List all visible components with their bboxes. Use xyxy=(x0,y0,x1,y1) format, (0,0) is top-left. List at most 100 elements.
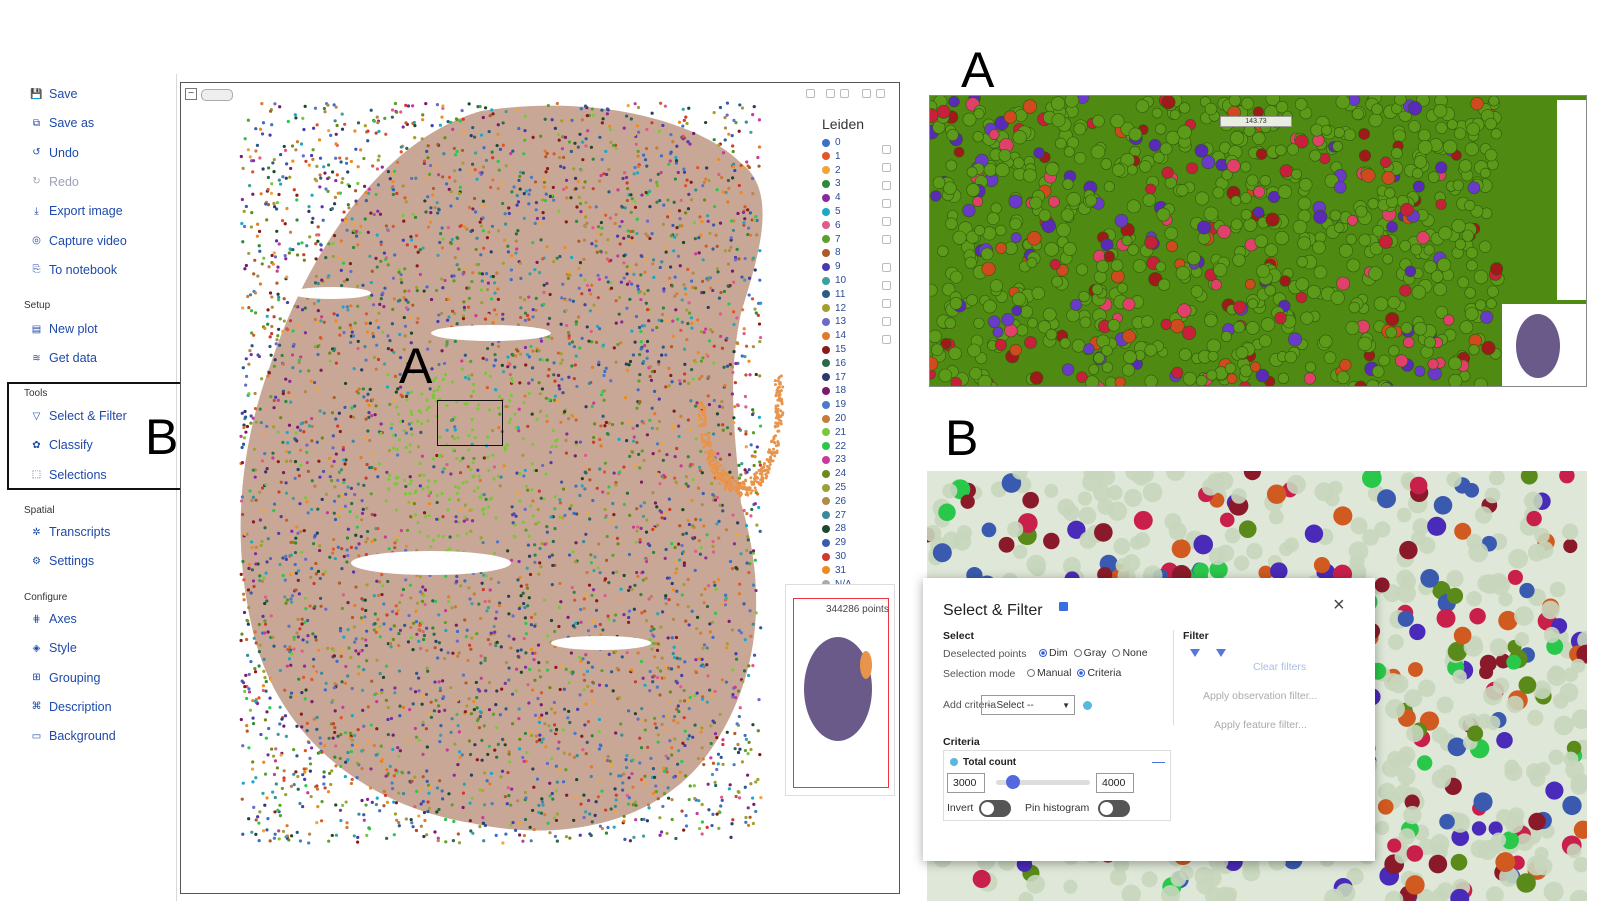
cell-point xyxy=(555,839,559,843)
cell-point xyxy=(663,665,668,669)
cell-point xyxy=(718,503,722,507)
cell-point xyxy=(391,786,395,791)
plot-slider-pill[interactable] xyxy=(201,89,233,101)
cell-point xyxy=(344,492,348,496)
legend-item[interactable]: 19 xyxy=(822,398,846,411)
cell-point xyxy=(487,680,492,685)
cell-point xyxy=(263,772,268,776)
cell-point xyxy=(548,398,552,402)
cell-point xyxy=(584,653,588,657)
cell-point xyxy=(622,573,626,578)
legend-item[interactable]: 8 xyxy=(822,246,841,259)
cell-point xyxy=(702,762,706,767)
legend-item[interactable]: 27 xyxy=(822,509,846,522)
cell-point xyxy=(525,352,529,357)
cell-point xyxy=(682,561,686,565)
legend-item[interactable]: 21 xyxy=(822,426,846,439)
legend-item[interactable]: 29 xyxy=(822,536,846,549)
legend-item[interactable]: 20 xyxy=(822,412,846,425)
cell-point xyxy=(687,623,691,627)
tissue-scatter-canvas[interactable] xyxy=(181,83,900,894)
cell-point xyxy=(470,442,474,446)
legend-item[interactable]: 12 xyxy=(822,302,846,315)
cell-point xyxy=(391,733,395,737)
cell-point xyxy=(441,797,445,801)
legend-item[interactable]: 14 xyxy=(822,329,846,342)
minimap-viewport[interactable] xyxy=(793,598,889,788)
plot-zoom-control[interactable]: − xyxy=(185,88,197,100)
cell-point xyxy=(373,612,377,616)
cell-point xyxy=(398,298,402,302)
legend-item[interactable]: 30 xyxy=(822,550,846,563)
cell-point xyxy=(750,454,754,458)
legend-item[interactable]: 0 xyxy=(822,136,841,149)
cell-point xyxy=(272,158,276,162)
legend-item[interactable]: 25 xyxy=(822,481,846,494)
cell-point xyxy=(327,839,331,843)
legend-item[interactable]: 13 xyxy=(822,315,846,328)
cell-point xyxy=(251,760,255,764)
cell-point xyxy=(723,383,727,388)
legend-item[interactable]: 4 xyxy=(822,191,841,204)
legend-item[interactable]: 3 xyxy=(822,177,841,190)
legend-item[interactable]: 11 xyxy=(822,288,845,301)
legend-item[interactable]: 10 xyxy=(822,274,846,287)
cell-point xyxy=(545,358,549,362)
cell-point xyxy=(574,320,578,324)
cell-point xyxy=(282,776,286,780)
cell-point xyxy=(735,490,739,494)
cell-point xyxy=(649,756,653,760)
cell-point xyxy=(516,349,520,353)
cell-point xyxy=(246,294,250,299)
cell-point xyxy=(257,664,261,668)
cell-point xyxy=(678,378,682,383)
legend-item[interactable]: 16 xyxy=(822,357,846,370)
cell-point xyxy=(647,319,651,323)
legend-item[interactable]: 18 xyxy=(822,384,846,397)
legend-item[interactable]: 7 xyxy=(822,233,841,246)
cell-point xyxy=(630,329,634,333)
cell-point xyxy=(729,481,733,485)
cell-point xyxy=(305,640,309,644)
cell-point xyxy=(425,626,429,630)
cell-point xyxy=(388,402,392,406)
main-scatter-plot[interactable]: − A xyxy=(180,82,900,894)
legend-item[interactable]: 2 xyxy=(822,164,841,177)
cell-point xyxy=(705,700,709,704)
legend-item[interactable]: 15 xyxy=(822,343,846,356)
legend-item[interactable]: 28 xyxy=(822,522,846,535)
cell-point xyxy=(436,656,440,660)
panel-a-zoom-view[interactable]: 143.73 xyxy=(929,95,1587,387)
legend-item[interactable]: 31 xyxy=(822,564,846,577)
cell-point xyxy=(376,627,380,631)
cell-point xyxy=(350,738,355,742)
legend-item[interactable]: 24 xyxy=(822,467,846,480)
cell-point xyxy=(518,821,522,825)
cell-point xyxy=(758,460,762,464)
cell-point xyxy=(633,102,637,106)
cell-point xyxy=(355,202,359,206)
legend-item[interactable]: 22 xyxy=(822,440,846,453)
legend-item[interactable]: 26 xyxy=(822,495,846,508)
cell-point xyxy=(644,301,648,305)
cell-point xyxy=(356,121,361,125)
legend-item[interactable]: 23 xyxy=(822,453,846,466)
legend-item[interactable]: 6 xyxy=(822,219,841,232)
cell-point xyxy=(693,568,697,573)
cell-point xyxy=(452,274,456,278)
cell-point xyxy=(566,331,571,335)
legend-item[interactable]: 1 xyxy=(822,150,841,163)
cell-point xyxy=(377,129,381,134)
cell-point xyxy=(491,156,495,160)
cell-point xyxy=(242,423,246,427)
cell-point xyxy=(263,676,267,680)
legend-item[interactable]: 17 xyxy=(822,371,846,384)
cell-point xyxy=(723,249,727,253)
cell-point xyxy=(340,283,344,288)
cell-point xyxy=(297,474,301,478)
cell-point xyxy=(540,542,544,546)
legend-item[interactable]: 5 xyxy=(822,205,841,218)
cell-point xyxy=(643,774,647,778)
legend-item[interactable]: 9 xyxy=(822,260,841,273)
cell-point xyxy=(736,750,741,755)
